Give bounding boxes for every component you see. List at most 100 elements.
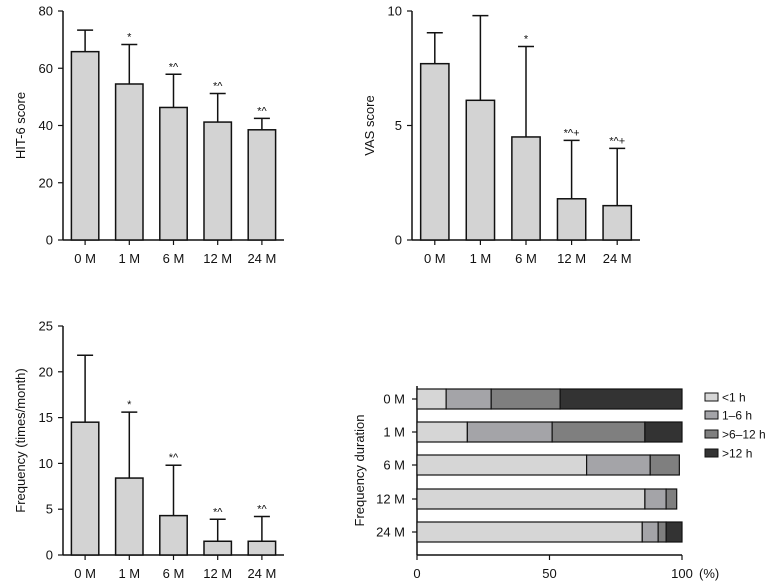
- duration-y-tick-label: 0 M: [383, 392, 405, 407]
- duration-bar-segment: [551, 421, 646, 443]
- legend-label: <1 h: [722, 391, 746, 405]
- vas-y-tick-label: 5: [395, 118, 402, 133]
- duration-x-tick-label: 50: [542, 566, 556, 581]
- hit6-significance-label: *: [127, 31, 132, 43]
- hit6-bar: [203, 121, 233, 241]
- hit6-y-tick-label: 0: [46, 233, 53, 248]
- vas-x-tick-label: 0 M: [424, 251, 446, 266]
- hit6-x-tick-label: 6 M: [163, 251, 185, 266]
- hit6-y-tick-label: 40: [39, 118, 53, 133]
- duration-bar-segment: [585, 454, 651, 476]
- frequency-y-tick-label: 25: [39, 319, 53, 334]
- hit6-bar: [114, 83, 144, 241]
- frequency-x-tick-label: 0 M: [74, 566, 96, 581]
- duration-y-tick-label: 6 M: [383, 458, 405, 473]
- duration-y-tick-label: 24 M: [376, 525, 405, 540]
- vas-x-tick-label: 24 M: [603, 251, 632, 266]
- duration-bar-segment: [466, 421, 553, 443]
- duration-x-tick-label: 100: [671, 566, 693, 581]
- duration-bar-segment: [416, 521, 643, 543]
- vas-x-tick-label: 1 M: [470, 251, 492, 266]
- hit6-chart: 0 20 40 60 80 HIT-6 score 0 M 1 M * 6 M *^ 12 M *^ 24…: [13, 4, 284, 266]
- duration-bar-segment: [416, 421, 468, 443]
- frequency-y-tick-label: 10: [39, 456, 53, 471]
- vas-bar: [602, 204, 633, 241]
- hit6-y-axis-label: HIT-6 score: [13, 92, 28, 159]
- hit6-significance-label: *^: [257, 105, 267, 117]
- hit6-bar: [247, 129, 277, 241]
- duration-x-tick-label: 0: [413, 566, 420, 581]
- duration-bar-segment: [445, 388, 492, 410]
- duration-y-tick-label: 12 M: [376, 492, 405, 507]
- hit6-significance-label: *^: [213, 80, 223, 92]
- frequency-x-tick-label: 6 M: [163, 566, 185, 581]
- frequency-significance-label: *^: [257, 504, 267, 516]
- duration-bar-segment: [559, 388, 683, 410]
- vas-y-axis-label: VAS score: [362, 95, 377, 155]
- hit6-x-tick-label: 12 M: [203, 251, 232, 266]
- frequency-chart: 0 5 10 15 20 25 Frequency (times/month) 0 M 1 M *…: [13, 319, 284, 581]
- vas-significance-label: *^+: [609, 135, 625, 147]
- duration-bar-segment: [644, 421, 683, 443]
- duration-bar-segment: [416, 454, 588, 476]
- duration-legend: <1 h 1–6 h >6–12 h >12 h: [704, 391, 766, 461]
- vas-bar: [556, 198, 587, 241]
- frequency-y-tick-label: 5: [46, 502, 53, 517]
- frequency-bar: [159, 514, 188, 556]
- duration-bar-segment: [416, 388, 447, 410]
- hit6-y-tick-label: 60: [39, 61, 53, 76]
- duration-bar-segment: [665, 521, 683, 543]
- hit6-y-tick-label: 20: [39, 175, 53, 190]
- duration-y-axis-label: Frequency duration: [352, 414, 367, 526]
- vas-bar: [511, 136, 541, 241]
- duration-bar-segment: [657, 521, 667, 543]
- frequency-bar: [247, 540, 277, 556]
- legend-label: 1–6 h: [722, 409, 752, 423]
- vas-significance-label: *: [524, 33, 529, 45]
- duration-x-unit-label: (%): [699, 566, 719, 581]
- frequency-bar: [70, 421, 100, 556]
- frequency-x-tick-label: 24 M: [247, 566, 276, 581]
- hit6-bar: [70, 50, 100, 241]
- frequency-y-tick-label: 15: [39, 410, 53, 425]
- legend-swatch: [704, 410, 719, 420]
- legend-swatch: [704, 429, 719, 439]
- legend-swatch: [704, 448, 719, 458]
- frequency-y-axis-label: Frequency (times/month): [13, 368, 28, 513]
- frequency-bar: [114, 477, 144, 556]
- hit6-x-tick-label: 0 M: [74, 251, 96, 266]
- vas-chart: 0 5 10 VAS score 0 M 1 M 6 M * 12 M *^+ 24 M *^+: [362, 4, 640, 266]
- vas-significance-label: *^+: [564, 127, 580, 139]
- hit6-y-tick-label: 80: [39, 4, 53, 19]
- hit6-significance-label: *^: [169, 61, 179, 73]
- duration-bar-segment: [490, 388, 561, 410]
- duration-bar-segment: [641, 521, 659, 543]
- hit6-x-tick-label: 24 M: [247, 251, 276, 266]
- frequency-x-tick-label: 12 M: [203, 566, 232, 581]
- hit6-x-tick-label: 1 M: [118, 251, 140, 266]
- vas-x-tick-label: 12 M: [557, 251, 586, 266]
- vas-y-tick-label: 10: [388, 4, 402, 19]
- duration-bar-segment: [644, 488, 667, 510]
- vas-y-tick-label: 0: [395, 233, 402, 248]
- vas-bar: [465, 99, 496, 241]
- frequency-y-tick-label: 20: [39, 364, 53, 379]
- frequency-x-tick-label: 1 M: [118, 566, 140, 581]
- hit6-bar: [159, 106, 188, 241]
- frequency-significance-label: *^: [169, 452, 179, 464]
- legend-label: >12 h: [722, 447, 752, 461]
- legend-label: >6–12 h: [722, 428, 766, 442]
- frequency-significance-label: *^: [213, 506, 223, 518]
- duration-bar-segment: [649, 454, 680, 476]
- frequency-y-tick-label: 0: [46, 548, 53, 563]
- vas-x-tick-label: 6 M: [515, 251, 537, 266]
- duration-chart: 0 50 100 (%) Frequency duration 0 M 1 M 6 M 12 M…: [352, 386, 766, 581]
- vas-bar: [419, 62, 450, 241]
- legend-swatch: [704, 392, 719, 402]
- frequency-significance-label: *: [127, 399, 132, 411]
- frequency-bar: [203, 540, 233, 556]
- duration-bar-segment: [665, 488, 678, 510]
- duration-y-tick-label: 1 M: [383, 425, 405, 440]
- duration-bar-segment: [416, 488, 646, 510]
